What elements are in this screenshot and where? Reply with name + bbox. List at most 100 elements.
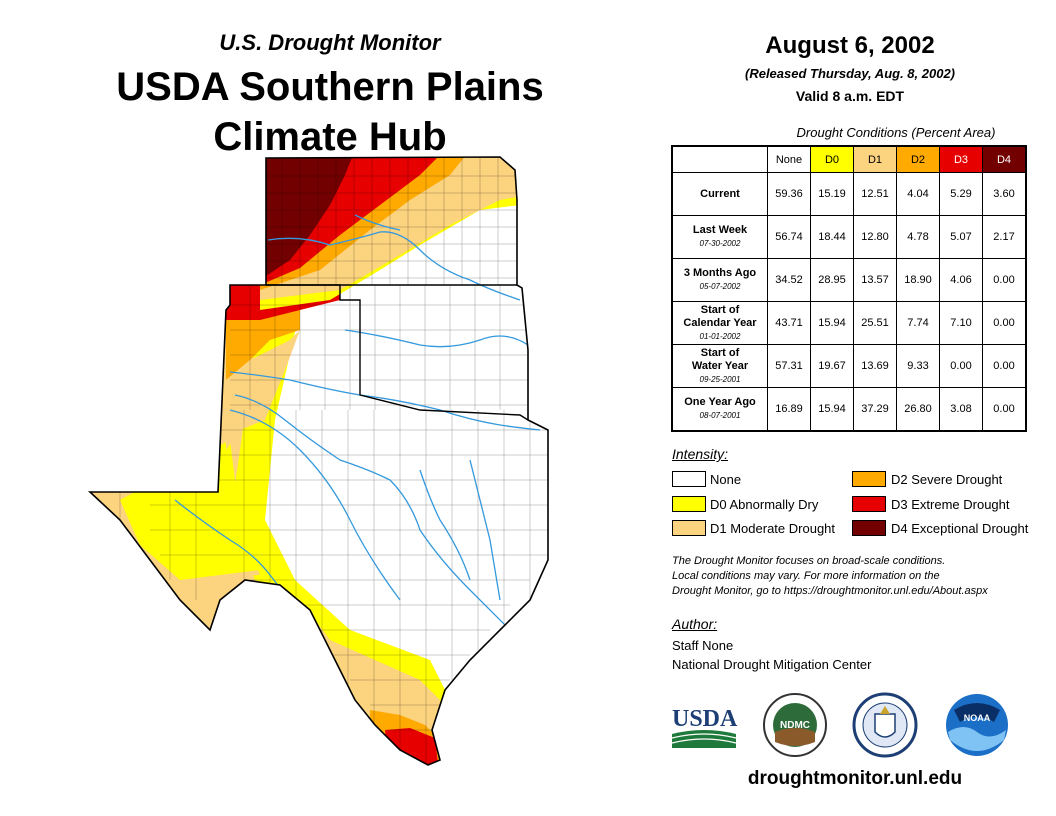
legend-swatch-d3 bbox=[852, 496, 886, 512]
table-row-current: Current 59.36 15.19 12.51 4.04 5.29 3.60 bbox=[671, 172, 1027, 216]
drought-map bbox=[89, 156, 549, 766]
county-grid bbox=[119, 158, 548, 765]
table-cell: 19.67 bbox=[810, 344, 854, 388]
row-label-text: 3 Months Ago bbox=[683, 267, 757, 279]
row-label-text: One Year Ago bbox=[684, 396, 756, 408]
row-label-text: Start of bbox=[700, 303, 740, 316]
author-org: National Drought Mitigation Center bbox=[672, 657, 872, 672]
table-cell: 25.51 bbox=[853, 301, 897, 345]
row-date: 07-30-2002 bbox=[699, 239, 741, 248]
disclaimer-note: The Drought Monitor focuses on broad-sca… bbox=[672, 554, 1052, 599]
table-row-3-months-ago: 3 Months Ago 05-07-2002 34.52 28.95 13.57… bbox=[671, 258, 1027, 302]
col-header-d0: D0 bbox=[810, 145, 854, 173]
table-cell: 37.29 bbox=[853, 387, 897, 432]
legend-swatch-d1 bbox=[672, 520, 706, 536]
zone-d1-panhandle bbox=[226, 330, 300, 450]
table-cell: 9.33 bbox=[896, 344, 940, 388]
table-cell: 4.78 bbox=[896, 215, 940, 259]
table-cell: 13.69 bbox=[853, 344, 897, 388]
noaa-wave-icon bbox=[948, 727, 1006, 751]
drought-zones bbox=[90, 157, 548, 765]
row-label-text: Start of bbox=[700, 346, 740, 359]
table-cell: 43.71 bbox=[767, 301, 811, 345]
table-cell: 13.57 bbox=[853, 258, 897, 302]
ndmc-logo: NDMC bbox=[763, 693, 827, 757]
table-cell: 3.60 bbox=[982, 172, 1027, 216]
table-cell: 16.89 bbox=[767, 387, 811, 432]
row-label: One Year Ago 08-07-2001 bbox=[671, 387, 768, 432]
row-date: 05-07-2002 bbox=[699, 282, 741, 291]
row-label-text-2: Water Year bbox=[691, 359, 749, 372]
legend-label-d1: D1 Moderate Drought bbox=[710, 521, 836, 536]
zone-d4-kansas bbox=[260, 157, 355, 280]
ndmc-logo-text: NDMC bbox=[780, 720, 810, 731]
row-date: 08-07-2001 bbox=[699, 411, 741, 420]
table-cell: 18.44 bbox=[810, 215, 854, 259]
legend-swatch-none bbox=[672, 471, 706, 487]
row-label: 3 Months Ago 05-07-2002 bbox=[671, 258, 768, 302]
table-cell: 12.51 bbox=[853, 172, 897, 216]
author-name: Staff None bbox=[672, 638, 734, 653]
row-label-text: Last Week bbox=[692, 224, 748, 236]
row-label-text: Current bbox=[700, 187, 740, 200]
table-cell: 3.08 bbox=[939, 387, 983, 432]
rivers bbox=[174, 214, 541, 631]
table-cell: 18.90 bbox=[896, 258, 940, 302]
legend-swatch-d4 bbox=[852, 520, 886, 536]
commerce-seal-logo bbox=[852, 692, 918, 758]
table-cell: 34.52 bbox=[767, 258, 811, 302]
note-line1: The Drought Monitor focuses on broad-sca… bbox=[672, 555, 946, 567]
table-cell: 56.74 bbox=[767, 215, 811, 259]
map-title-line2: Climate Hub bbox=[213, 115, 447, 159]
row-date: 09-25-2001 bbox=[699, 374, 741, 384]
row-label-text-2: Calendar Year bbox=[683, 316, 757, 329]
row-label: Start of Calendar Year 01-01-2002 bbox=[671, 301, 768, 345]
legend-label-d4: D4 Exceptional Drought bbox=[891, 521, 1029, 536]
usda-logo: USDA bbox=[671, 706, 738, 748]
table-row-last-week: Last Week 07-30-2002 56.74 18.44 12.80 4.… bbox=[671, 215, 1027, 259]
table-cell: 15.94 bbox=[810, 301, 854, 345]
table-cell: 59.36 bbox=[767, 172, 811, 216]
zone-d0-trans-pecos bbox=[120, 440, 260, 580]
map-title-line1: USDA Southern Plains bbox=[116, 65, 544, 109]
table-cell: 4.04 bbox=[896, 172, 940, 216]
table-cell: 0.00 bbox=[982, 387, 1027, 432]
table-cell: 4.06 bbox=[939, 258, 983, 302]
noaa-logo: NOAA bbox=[946, 694, 1008, 756]
legend-title: Intensity: bbox=[672, 446, 729, 462]
table-cell: 57.31 bbox=[767, 344, 811, 388]
row-label: Last Week 07-30-2002 bbox=[671, 215, 768, 259]
col-header-d2: D2 bbox=[896, 145, 940, 173]
table-cell: 15.19 bbox=[810, 172, 854, 216]
table-cell: 15.94 bbox=[810, 387, 854, 432]
legend-swatch-d0 bbox=[672, 496, 706, 512]
table-cell: 5.29 bbox=[939, 172, 983, 216]
map-date: August 6, 2002 bbox=[765, 32, 935, 59]
table-cell: 0.00 bbox=[939, 344, 983, 388]
table-cell: 26.80 bbox=[896, 387, 940, 432]
table-corner bbox=[672, 146, 768, 173]
row-label: Start of Water Year 09-25-2001 bbox=[671, 344, 768, 388]
website-url[interactable]: droughtmonitor.unl.edu bbox=[747, 768, 963, 789]
usda-logo-text: USDA bbox=[672, 706, 738, 732]
map-subtitle: U.S. Drought Monitor bbox=[219, 30, 441, 55]
table-cell: 12.80 bbox=[853, 215, 897, 259]
author-heading: Author: bbox=[672, 616, 718, 632]
legend-swatch-d2 bbox=[852, 471, 886, 487]
table-row-one-year-ago: One Year Ago 08-07-2001 16.89 15.94 37.29… bbox=[671, 387, 1027, 432]
table-row-start-water-year: Start of Water Year 09-25-2001 57.31 19.67… bbox=[671, 344, 1027, 388]
legend-label-d3: D3 Extreme Drought bbox=[891, 497, 1010, 512]
table-caption: Drought Conditions (Percent Area) bbox=[796, 125, 996, 140]
col-header-d1: D1 bbox=[853, 145, 897, 173]
row-date: 01-01-2002 bbox=[699, 331, 741, 341]
table-header-row: None D0 D1 D2 D3 D4 bbox=[672, 145, 1027, 173]
legend-label-d2: D2 Severe Drought bbox=[891, 472, 1003, 487]
table-cell: 7.10 bbox=[939, 301, 983, 345]
note-line2: Local conditions may vary. For more info… bbox=[672, 570, 940, 582]
col-header-none: None bbox=[767, 145, 811, 173]
release-date: (Released Thursday, Aug. 8, 2002) bbox=[745, 66, 955, 81]
table-cell: 28.95 bbox=[810, 258, 854, 302]
table-cell: 0.00 bbox=[982, 258, 1027, 302]
col-header-d4: D4 bbox=[982, 145, 1027, 173]
valid-time: Valid 8 a.m. EDT bbox=[795, 88, 905, 104]
